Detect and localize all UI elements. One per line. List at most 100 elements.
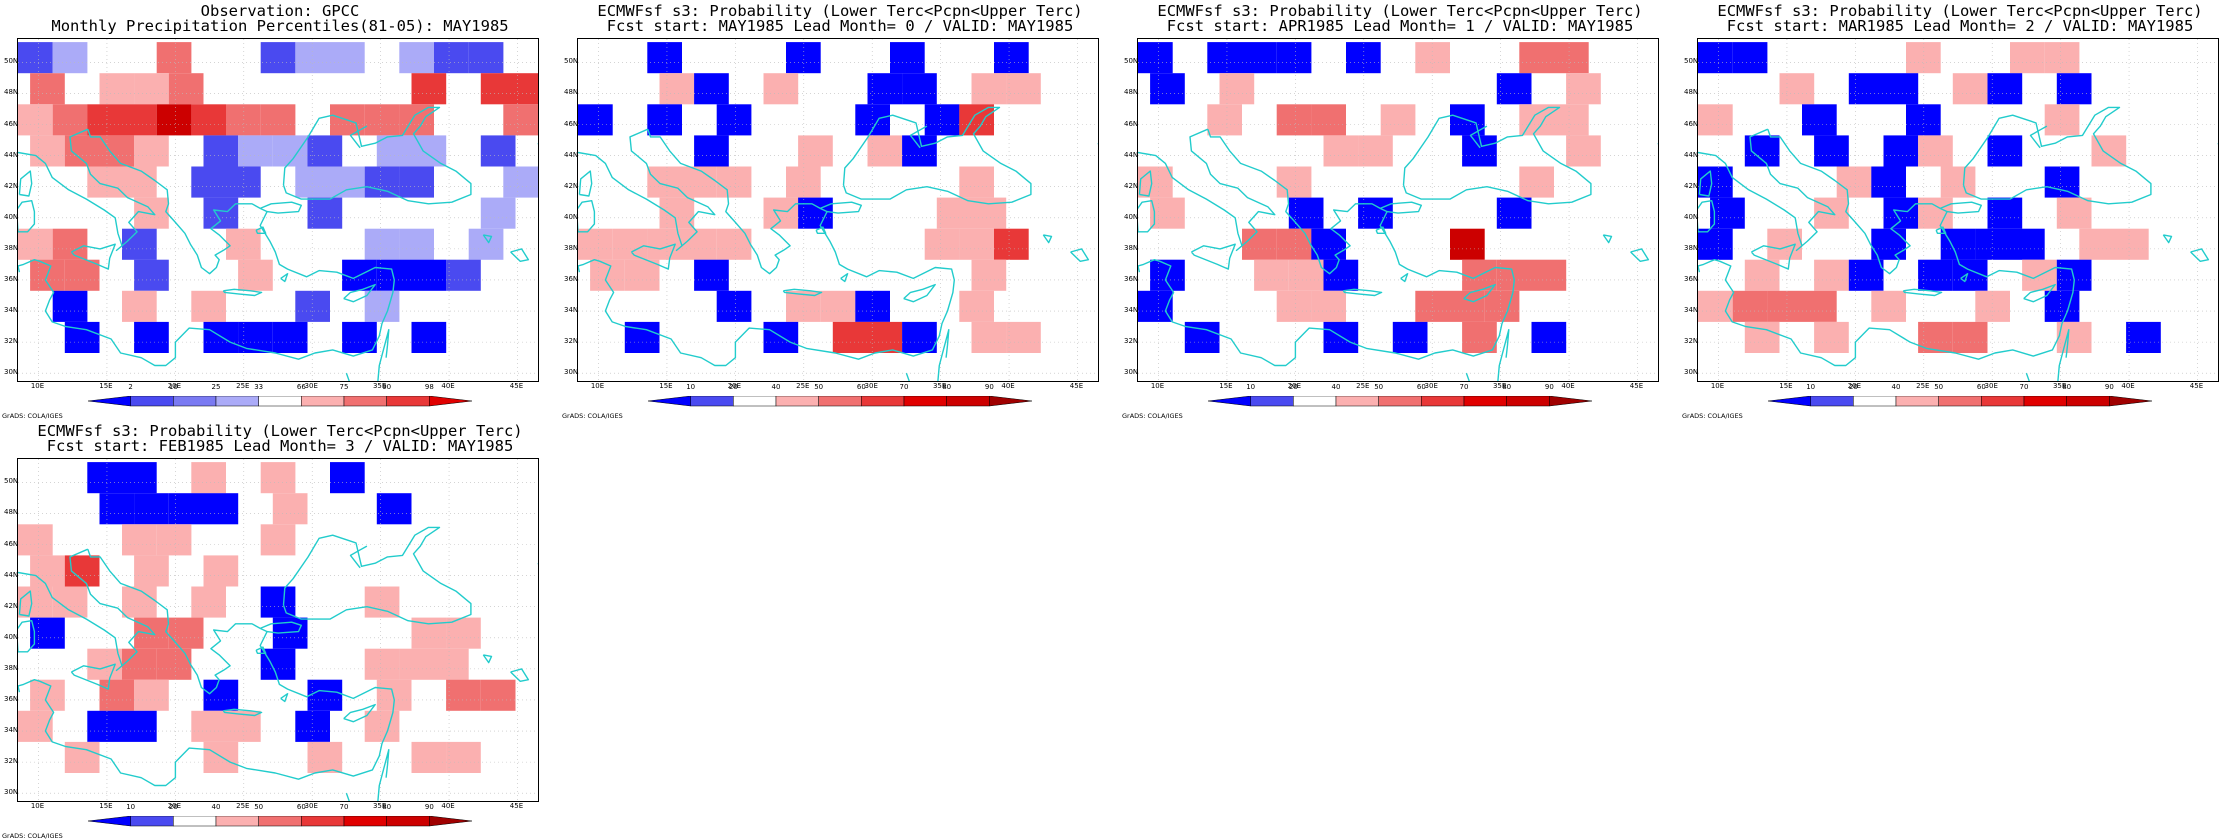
coastline bbox=[905, 372, 910, 381]
grid-cell bbox=[260, 462, 296, 494]
grid-cell bbox=[468, 42, 504, 74]
colorbar-segment bbox=[1250, 395, 1294, 407]
grid-cell bbox=[203, 493, 239, 525]
grid-cell bbox=[2010, 228, 2045, 260]
grid-cell bbox=[260, 104, 296, 136]
colorbar: 10 20 40 50 60 70 80 90 bbox=[1767, 383, 2153, 407]
coastline bbox=[1465, 372, 1470, 381]
coastline bbox=[1935, 226, 1947, 235]
grid-cell bbox=[122, 166, 157, 198]
grid-cell bbox=[1138, 166, 1173, 198]
coastline bbox=[842, 106, 1032, 205]
coastline bbox=[2190, 248, 2210, 263]
grid-cell bbox=[156, 524, 192, 556]
coastline bbox=[87, 548, 261, 695]
colorbar-segment bbox=[903, 395, 947, 407]
coastline bbox=[18, 685, 21, 693]
colorbar-segment bbox=[386, 395, 430, 407]
grid-cell bbox=[238, 259, 273, 291]
grid-cell bbox=[798, 197, 833, 229]
grid-cell bbox=[99, 73, 135, 105]
coastline bbox=[282, 526, 472, 625]
lat-tick-label: 36N bbox=[4, 274, 19, 283]
grid-cell bbox=[87, 710, 122, 742]
lat-tick-label: 34N bbox=[4, 306, 19, 315]
grid-cell bbox=[272, 493, 308, 525]
coastline bbox=[578, 128, 716, 252]
grid-cell bbox=[624, 259, 660, 291]
lat-tick-label: 44N bbox=[1124, 150, 1139, 159]
lon-tick-label: 20E bbox=[1847, 382, 1862, 390]
colorbar-label: 20 bbox=[728, 383, 738, 391]
grid-cell bbox=[2056, 73, 2092, 105]
coastline bbox=[1962, 106, 2152, 205]
colorbar-svg bbox=[1767, 395, 2153, 407]
grid-cell bbox=[855, 290, 890, 322]
grid-cell bbox=[203, 135, 239, 167]
lon-tick-label: 25E bbox=[1356, 382, 1370, 390]
colorbar-label: 10 bbox=[168, 383, 178, 391]
grid-cell bbox=[122, 228, 157, 260]
lon-tick-label: 30E bbox=[304, 382, 318, 390]
grid-cell bbox=[30, 73, 65, 105]
grid-cell bbox=[87, 648, 122, 680]
grid-cell bbox=[716, 228, 752, 260]
colorbar-label: 25 bbox=[211, 383, 221, 391]
grid-cell bbox=[1710, 197, 1745, 229]
grid-cell bbox=[716, 290, 752, 322]
grid-cell bbox=[902, 73, 937, 105]
grid-cell bbox=[936, 197, 972, 229]
lat-tick-label: 40N bbox=[4, 632, 19, 641]
grid-cell bbox=[1496, 197, 1532, 229]
colorbar-svg bbox=[87, 815, 473, 827]
lon-tick-label: 10E bbox=[30, 802, 45, 810]
grid-cell bbox=[411, 741, 447, 773]
grid-cell bbox=[203, 555, 239, 587]
grid-cell bbox=[1779, 73, 1815, 105]
lon-tick-label: 45E bbox=[2189, 382, 2204, 390]
colorbar-segment bbox=[173, 815, 217, 827]
lat-tick-label: 42N bbox=[4, 181, 19, 190]
colorbar-label: 66 bbox=[296, 383, 306, 391]
coastline bbox=[782, 288, 823, 297]
grid-cell bbox=[434, 42, 469, 74]
panel-observation: Observation: GPCC Monthly Precipitation … bbox=[0, 0, 560, 420]
grid-cell bbox=[399, 42, 434, 74]
grid-cell bbox=[2044, 104, 2080, 136]
coastline bbox=[1698, 128, 1836, 252]
colorbar-label: 60 bbox=[1416, 383, 1426, 391]
map-svg bbox=[18, 459, 538, 801]
grads-credit: GrADS: COLA/IGES bbox=[2, 412, 63, 420]
lat-tick-label: 30N bbox=[4, 788, 19, 797]
colorbar-label: 20 bbox=[168, 803, 178, 811]
grid-cell bbox=[1207, 104, 1242, 136]
colorbar-segment bbox=[690, 395, 734, 407]
lat-tick-label: 48N bbox=[1684, 88, 1699, 97]
grid-cell bbox=[238, 321, 273, 353]
colorbar-segment bbox=[87, 815, 131, 827]
colorbar-label: 90 bbox=[2104, 383, 2114, 391]
grid-cell bbox=[468, 228, 504, 260]
colorbar-segment bbox=[386, 815, 430, 827]
grid-cell bbox=[1744, 259, 1780, 291]
panel-title-line1: ECMWFsf s3: Probability (Lower Terc<Pcpn… bbox=[1157, 2, 1643, 20]
lat-tick-label: 36N bbox=[1684, 274, 1699, 283]
lat-tick-label: 42N bbox=[1124, 181, 1139, 190]
coastline bbox=[1469, 125, 1488, 149]
grid-cell bbox=[890, 42, 925, 74]
grid-cell bbox=[122, 524, 157, 556]
colorbar-segment bbox=[1981, 395, 2025, 407]
grid-cell bbox=[1952, 321, 1988, 353]
colorbar-segment bbox=[1938, 395, 1982, 407]
grid-cell bbox=[867, 321, 903, 353]
panel-title-line2: Fcst start: MAY1985 Lead Month= 0 / VALI… bbox=[606, 17, 1074, 35]
colorbar-label: 50 bbox=[1934, 383, 1944, 391]
grid-cell bbox=[1987, 73, 2023, 105]
coastline bbox=[1698, 199, 1716, 233]
grid-cell bbox=[203, 741, 239, 773]
lat-tick-label: 30N bbox=[1684, 368, 1699, 377]
grid-cell bbox=[480, 197, 516, 229]
grid-cell bbox=[2126, 321, 2161, 353]
colorbar: 10 20 40 50 60 70 80 90 bbox=[1207, 383, 1593, 407]
coastline bbox=[1767, 128, 1941, 275]
